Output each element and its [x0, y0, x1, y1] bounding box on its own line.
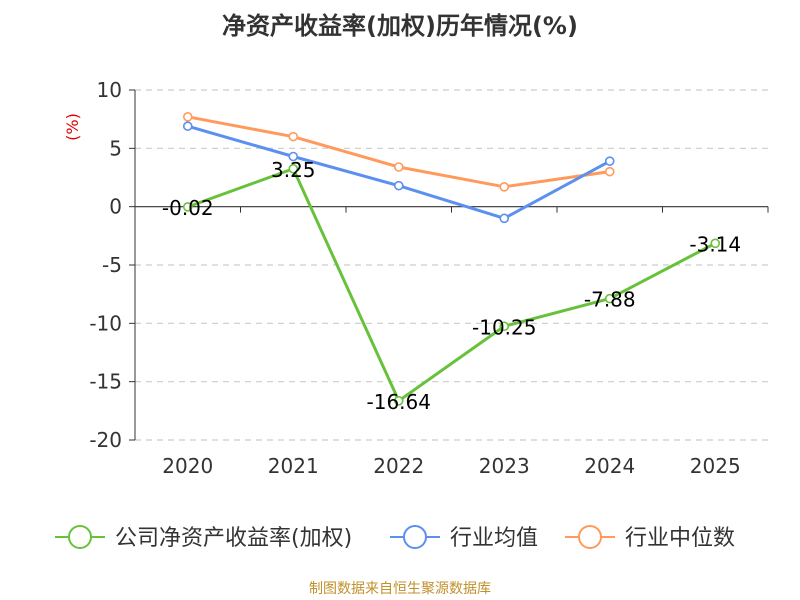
x-tick-label: 2023: [479, 454, 530, 478]
data-point: [604, 293, 615, 304]
chart-title: 净资产收益率(加权)历年情况(%): [222, 12, 578, 40]
legend-marker: [403, 525, 427, 549]
y-tick-label: -15: [89, 370, 122, 394]
x-tick-label: 2021: [268, 454, 319, 478]
data-point: [182, 121, 193, 131]
data-label: -3.14: [689, 232, 741, 256]
y-axis-label: (%): [63, 113, 82, 141]
legend-label: 行业中位数: [625, 526, 735, 551]
legend: 公司净资产收益率(加权) 行业均值 行业中位数: [55, 525, 735, 551]
data-point: [393, 162, 404, 172]
y-tick-label: -5: [102, 253, 122, 277]
data-label: -16.64: [367, 390, 431, 414]
data-point: [710, 238, 721, 249]
axis-layer: 10 5 0 -5 -10 -15 -20 2020 2021 2022 2023 2024 2025 (…: [63, 78, 769, 478]
series-line: [187, 124, 611, 220]
y-tick-label: 10: [97, 78, 122, 102]
data-label: -7.88: [584, 288, 636, 312]
data-point: [604, 166, 615, 177]
label-layer: -0.02 3.25 -16.64 -10.25 -7.88 -3.14: [162, 158, 741, 414]
legend-marker: [578, 525, 602, 549]
data-point: [499, 213, 510, 224]
x-tick-label: 2022: [373, 454, 424, 478]
data-point: [288, 163, 299, 174]
y-tick-label: 5: [109, 136, 122, 160]
legend-label: 公司净资产收益率(加权): [115, 526, 352, 551]
data-point: [288, 131, 299, 142]
legend-label: 行业均值: [450, 526, 538, 551]
series-layer: [182, 112, 721, 406]
x-tick-label: 2024: [584, 454, 635, 478]
data-point: [393, 180, 404, 191]
legend-marker: [68, 525, 92, 549]
data-point: [393, 395, 404, 406]
data-point: [499, 182, 510, 192]
data-point: [499, 321, 510, 332]
data-point: [604, 156, 615, 166]
data-point: [182, 112, 193, 122]
data-label: -0.02: [162, 196, 214, 220]
y-tick-label: -10: [89, 311, 122, 335]
data-label: 3.25: [271, 158, 316, 182]
series-line: [187, 115, 610, 189]
data-label: -10.25: [472, 315, 536, 339]
data-point: [288, 151, 299, 162]
series-line: [187, 167, 716, 403]
y-tick-label: -20: [89, 428, 122, 452]
data-point: [182, 202, 193, 212]
data-source-note: 制图数据来自恒生聚源数据库: [309, 581, 491, 597]
x-tick-label: 2020: [162, 454, 213, 478]
y-tick-label: 0: [109, 195, 122, 219]
x-tick-label: 2025: [690, 454, 741, 478]
